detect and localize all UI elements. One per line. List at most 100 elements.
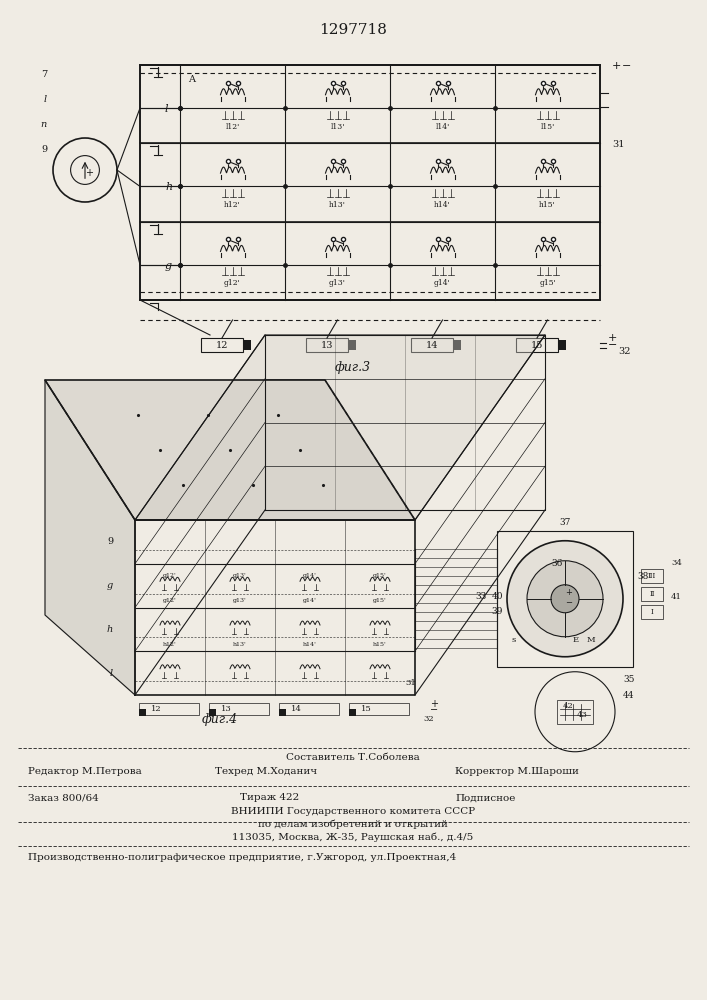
Bar xyxy=(139,709,146,716)
Text: g: g xyxy=(165,261,172,271)
Text: −: − xyxy=(608,340,617,350)
Text: 39: 39 xyxy=(491,607,503,616)
Text: g12': g12' xyxy=(163,573,177,578)
Text: g12': g12' xyxy=(163,598,177,603)
Text: 13: 13 xyxy=(321,340,333,350)
Text: g15': g15' xyxy=(539,279,556,287)
Text: 43: 43 xyxy=(577,711,588,719)
Text: 14: 14 xyxy=(426,340,438,350)
Bar xyxy=(209,703,269,715)
Text: Производственно-полиграфическое предприятие, г.Ужгород, ул.Проектная,4: Производственно-полиграфическое предприя… xyxy=(28,854,456,862)
Text: 113035, Москва, Ж-35, Раушская наб., д.4/5: 113035, Москва, Ж-35, Раушская наб., д.4… xyxy=(233,832,474,842)
Text: 34: 34 xyxy=(671,559,682,567)
Circle shape xyxy=(551,585,579,613)
Bar xyxy=(201,338,243,352)
Text: +: + xyxy=(566,588,573,597)
Bar xyxy=(279,709,286,716)
Text: s: s xyxy=(512,636,516,644)
Text: 14: 14 xyxy=(291,705,302,713)
Circle shape xyxy=(507,541,623,657)
Text: l15': l15' xyxy=(540,123,554,131)
Text: A: A xyxy=(188,75,195,84)
Text: 12: 12 xyxy=(151,705,162,713)
Text: M: M xyxy=(587,636,595,644)
Bar xyxy=(558,340,566,350)
Text: h13': h13' xyxy=(329,201,346,209)
Text: l: l xyxy=(110,669,113,678)
Text: Подписное: Подписное xyxy=(455,794,515,802)
Text: 33: 33 xyxy=(476,592,487,601)
Text: 40: 40 xyxy=(491,592,503,601)
Bar xyxy=(641,569,663,583)
Text: 1297718: 1297718 xyxy=(319,23,387,37)
Text: h: h xyxy=(165,182,172,192)
Text: +: + xyxy=(612,61,621,71)
Text: +: + xyxy=(430,699,438,709)
Text: 42: 42 xyxy=(563,702,574,710)
Text: l14': l14' xyxy=(436,123,450,131)
Text: ВНИИПИ Государственного комитета СССР: ВНИИПИ Государственного комитета СССР xyxy=(231,806,475,816)
Text: g: g xyxy=(107,581,113,590)
Text: n: n xyxy=(41,120,47,129)
Text: g13': g13' xyxy=(233,598,247,603)
Text: h14': h14' xyxy=(434,201,451,209)
Text: h13': h13' xyxy=(233,642,247,647)
Bar xyxy=(209,709,216,716)
Circle shape xyxy=(527,561,603,637)
Text: −: − xyxy=(566,598,573,607)
Bar xyxy=(140,65,600,300)
Text: +: + xyxy=(608,333,617,343)
Text: 36: 36 xyxy=(551,559,563,568)
Text: 12: 12 xyxy=(216,340,228,350)
Text: фиг.3: фиг.3 xyxy=(335,361,371,374)
Text: Техред М.Ходанич: Техред М.Ходанич xyxy=(215,768,317,776)
Text: 7: 7 xyxy=(41,70,47,79)
Text: h: h xyxy=(107,625,113,634)
Text: 9: 9 xyxy=(41,145,47,154)
Text: g14': g14' xyxy=(303,598,317,603)
Text: g13': g13' xyxy=(233,573,247,578)
Text: 31: 31 xyxy=(612,140,624,149)
Bar xyxy=(349,709,356,716)
Text: 15: 15 xyxy=(531,340,543,350)
Text: Тираж 422: Тираж 422 xyxy=(240,794,299,802)
Text: 35: 35 xyxy=(623,675,634,684)
Polygon shape xyxy=(45,380,135,695)
Bar xyxy=(279,703,339,715)
Text: 31: 31 xyxy=(405,679,416,687)
Text: 9: 9 xyxy=(107,537,113,546)
Text: 13: 13 xyxy=(221,705,232,713)
Text: фиг.4: фиг.4 xyxy=(202,714,238,726)
Bar xyxy=(497,531,633,667)
Text: g15': g15' xyxy=(373,598,387,603)
Bar xyxy=(349,703,409,715)
Text: g13': g13' xyxy=(329,279,346,287)
Text: g12': g12' xyxy=(224,279,241,287)
Text: −: − xyxy=(430,705,438,715)
Bar xyxy=(557,700,593,724)
Text: E: E xyxy=(573,636,579,644)
Text: Корректор М.Шароши: Корректор М.Шароши xyxy=(455,768,579,776)
Text: III: III xyxy=(648,572,656,580)
Text: 15: 15 xyxy=(361,705,372,713)
Text: h12': h12' xyxy=(163,642,177,647)
Text: II: II xyxy=(649,590,655,598)
Polygon shape xyxy=(45,380,415,520)
Bar xyxy=(306,338,348,352)
Text: g14': g14' xyxy=(434,279,451,287)
Text: Заказ 800/64: Заказ 800/64 xyxy=(28,794,99,802)
Text: +: + xyxy=(85,168,93,178)
Text: I: I xyxy=(650,608,653,616)
Text: h15': h15' xyxy=(373,642,387,647)
Text: −: − xyxy=(622,61,631,71)
Text: Составитель Т.Соболева: Составитель Т.Соболева xyxy=(286,754,420,762)
Bar xyxy=(641,587,663,601)
Bar xyxy=(641,605,663,619)
Text: l12': l12' xyxy=(226,123,240,131)
Bar xyxy=(453,340,461,350)
Text: h12': h12' xyxy=(224,201,241,209)
Bar xyxy=(411,338,453,352)
Text: 32: 32 xyxy=(423,715,433,723)
Bar xyxy=(348,340,356,350)
Bar xyxy=(516,338,558,352)
